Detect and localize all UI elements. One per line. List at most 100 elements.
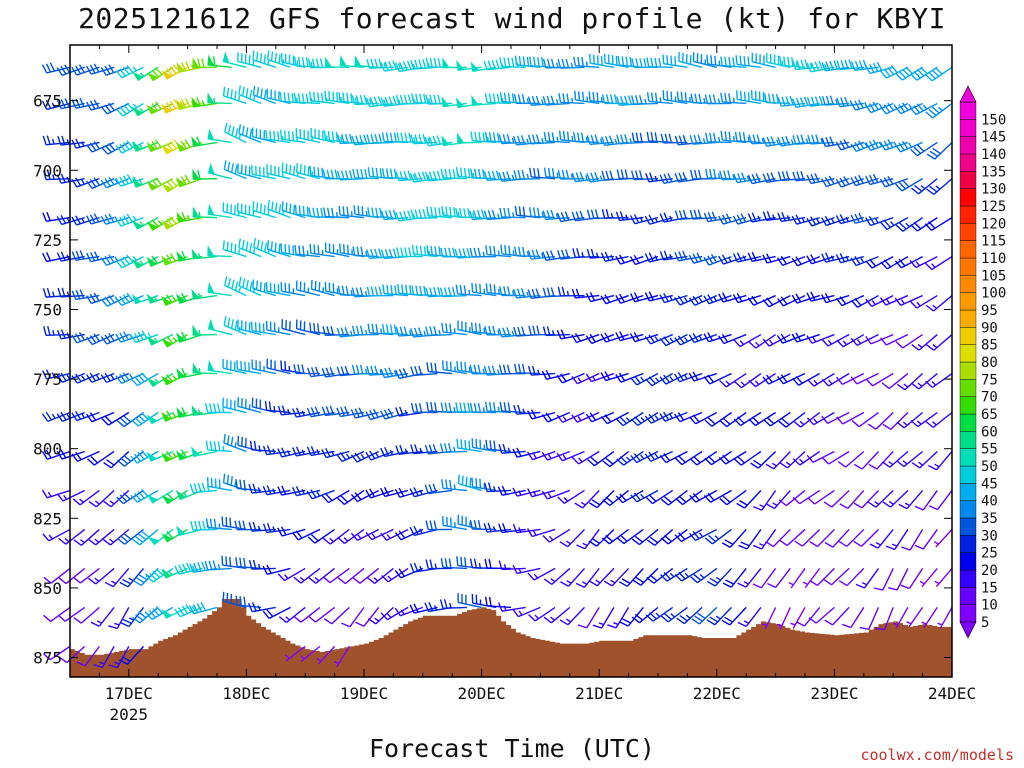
barb-full (708, 94, 713, 104)
barb-staff (398, 411, 423, 417)
barb-full (678, 455, 686, 463)
barb-full (613, 94, 618, 104)
wind-barb (146, 333, 174, 346)
wind-barb (73, 606, 100, 624)
barb-full (704, 457, 712, 466)
barb-full (359, 364, 364, 374)
barb-half (139, 72, 145, 77)
wind-barb (130, 330, 159, 344)
barb-full (313, 322, 316, 333)
barb-full (424, 444, 429, 455)
barb-half (908, 142, 913, 148)
barb-full (565, 58, 570, 69)
barb-half (816, 218, 820, 224)
barb-full (184, 174, 191, 184)
wind-barb (339, 55, 365, 68)
barb-full (926, 153, 936, 160)
wind-barb (706, 606, 733, 626)
barb-half (566, 290, 570, 296)
wind-barb (395, 210, 423, 222)
barb-full (763, 419, 771, 427)
barb-full (423, 246, 427, 256)
barb-half (400, 609, 405, 615)
barb-staff (663, 177, 688, 184)
barb-half (132, 255, 137, 261)
wind-barb (806, 333, 835, 344)
barb-full (461, 475, 464, 485)
barb-half (518, 490, 522, 496)
wind-barb (777, 170, 806, 182)
wind-barb (321, 405, 350, 417)
barb-full (482, 132, 486, 142)
barb-full (122, 175, 129, 185)
barb-full (693, 455, 701, 464)
barb-full (75, 333, 82, 342)
wind-barb (394, 606, 424, 617)
barb-half (413, 137, 416, 143)
barb-full (909, 300, 918, 309)
barb-full (518, 55, 522, 66)
barb-full (692, 531, 700, 540)
barb-full (706, 619, 716, 626)
barb-full (295, 407, 301, 417)
barb-full (410, 209, 415, 219)
wind-barb (630, 94, 659, 106)
barb-half (932, 343, 938, 349)
barb-full (682, 209, 687, 220)
colorbar-label: 120 (981, 216, 1006, 232)
barb-half (566, 618, 572, 623)
barb-full (473, 519, 477, 530)
barb-half (932, 304, 938, 309)
barb-full (766, 416, 775, 425)
wind-barb (747, 251, 776, 263)
barb-full (307, 58, 312, 68)
wind-barb (237, 319, 262, 336)
barb-staff (50, 606, 71, 623)
barb-full (310, 367, 316, 377)
barb-full (765, 463, 775, 470)
barb-staff (315, 606, 336, 623)
wind-barb (41, 99, 71, 111)
barb-half (655, 377, 660, 383)
barb-full (521, 94, 526, 104)
barb-full (557, 286, 562, 297)
wind-barb (161, 252, 188, 266)
barb-full (531, 288, 536, 299)
barb-half (732, 97, 735, 103)
wind-barb (556, 329, 585, 340)
barb-full (270, 51, 274, 62)
barb-full (181, 407, 187, 417)
barb-full (354, 492, 362, 501)
barb-full (502, 523, 507, 533)
barb-half (172, 296, 177, 302)
barb-half (419, 447, 423, 454)
barb-half (253, 287, 256, 293)
barb-full (707, 455, 716, 463)
wind-barb (336, 133, 365, 145)
barb-full (646, 576, 655, 584)
barb-full (590, 172, 595, 182)
barb-full (281, 447, 287, 457)
barb-full (718, 255, 724, 265)
barb-full (556, 452, 563, 462)
barb-full (880, 261, 888, 270)
barb-full (836, 97, 841, 107)
barb-full (546, 250, 551, 260)
colorbar-bottom-arrow (959, 621, 977, 639)
barb-full (710, 55, 713, 65)
wind-barb (573, 56, 600, 68)
wind-barb (631, 132, 659, 144)
barb-full (710, 254, 718, 263)
wind-barb (586, 248, 614, 259)
wind-barb (116, 411, 144, 428)
wind-barb (281, 201, 306, 219)
credit-link[interactable]: coolwx.com/models (860, 746, 1014, 764)
wind-barb (224, 122, 247, 144)
barb-full (408, 247, 412, 257)
barb-staff (770, 411, 791, 427)
wind-barb (395, 444, 423, 455)
barb-half (518, 567, 522, 573)
barb-full (126, 64, 134, 73)
barb-full (814, 61, 820, 71)
barb-half (267, 210, 270, 216)
